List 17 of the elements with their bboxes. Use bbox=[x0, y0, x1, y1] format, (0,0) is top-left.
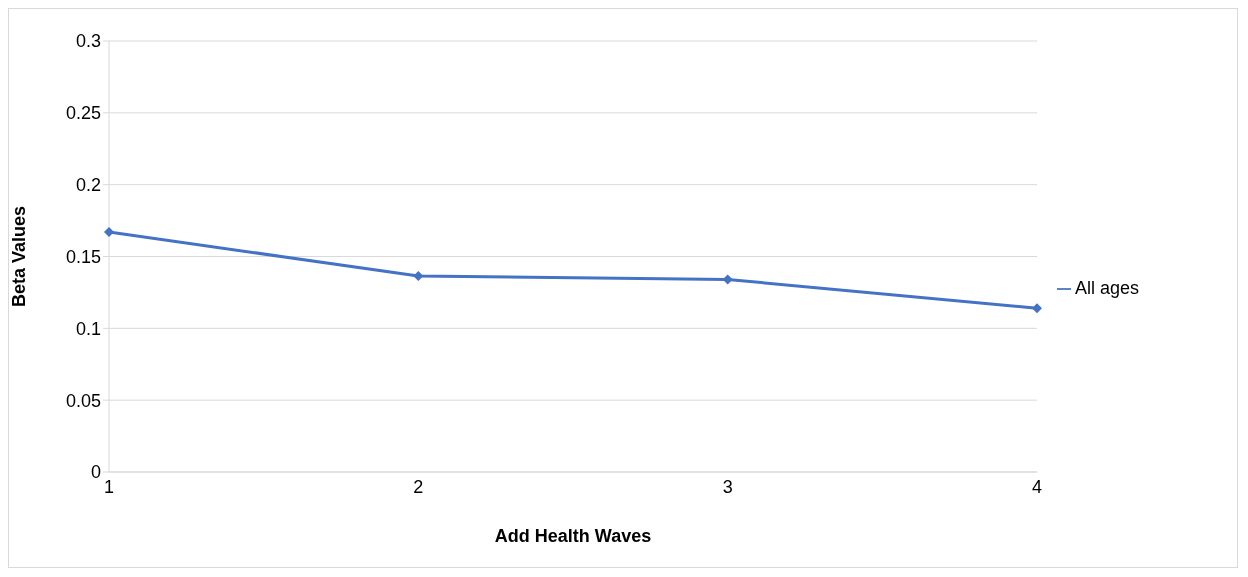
y-axis-title: Beta Values bbox=[9, 205, 30, 308]
x-tick-label: 1 bbox=[103, 476, 115, 497]
y-tick-label: 0.1 bbox=[75, 318, 101, 339]
y-tick-label: 0.3 bbox=[75, 31, 101, 52]
x-axis-title: Add Health Waves bbox=[494, 526, 652, 546]
y-tick-label: 0.2 bbox=[75, 175, 101, 196]
y-tick-label: 0.05 bbox=[65, 390, 101, 411]
point bbox=[104, 227, 114, 238]
legend-label: All ages bbox=[1075, 277, 1140, 298]
x-tick-label: 3 bbox=[722, 476, 733, 497]
y-tick-label: 0 bbox=[90, 462, 101, 483]
x-tick-label: 4 bbox=[1031, 476, 1043, 497]
y-tick-label: 0.15 bbox=[65, 246, 101, 267]
y-tick-label: 0.25 bbox=[65, 103, 101, 124]
x-tick-label: 2 bbox=[413, 476, 424, 497]
point bbox=[413, 270, 424, 281]
point bbox=[1032, 303, 1042, 314]
